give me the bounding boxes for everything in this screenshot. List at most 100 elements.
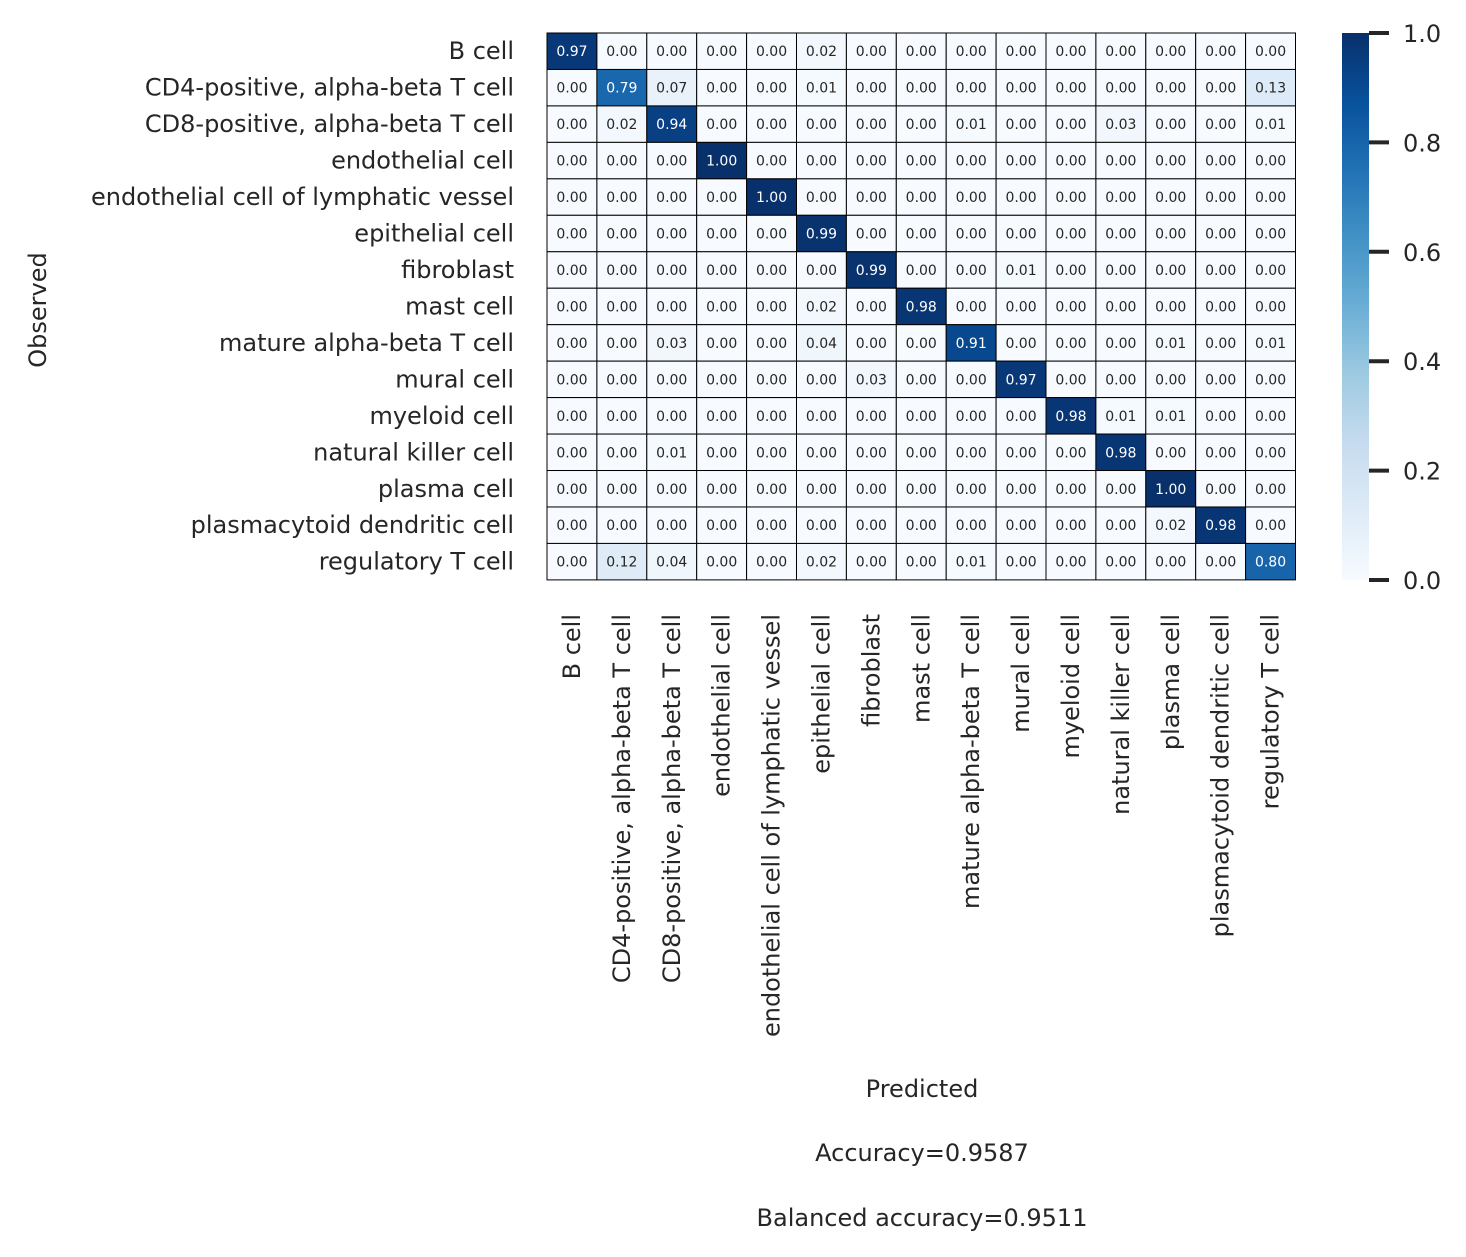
- cell-value-label: 0.00: [906, 409, 937, 425]
- heatmap-cell: [1245, 214, 1296, 253]
- heatmap-cell: [596, 397, 648, 435]
- cell-value-label: 0.00: [556, 555, 587, 571]
- row-tick-label: fibroblast: [401, 256, 514, 284]
- heatmap-cell: [646, 324, 698, 362]
- heatmap-cell: [546, 105, 598, 143]
- cell-value-label: 0.00: [706, 117, 737, 133]
- heatmap-cell: [746, 287, 797, 326]
- heatmap-cell: [1045, 324, 1097, 362]
- column-labels: B cell CD4-positive, alpha-beta T cell CD8…: [558, 614, 1285, 1037]
- heatmap-cell: [1045, 542, 1097, 581]
- cell-value-label: 0.00: [656, 44, 687, 60]
- heatmap-cell: [995, 397, 1047, 435]
- cell-value-label: 0.00: [556, 445, 587, 461]
- heatmap-cell: [995, 141, 1047, 180]
- row-tick-label: plasma cell: [378, 475, 514, 503]
- colorbar-tick-label: 0.6: [1403, 239, 1441, 267]
- cell-value-label: 0.00: [956, 44, 987, 60]
- cell-value-label: 0.00: [956, 518, 987, 534]
- cell-value-label: 0.00: [1055, 227, 1086, 243]
- cell-value-label: 0.00: [606, 409, 637, 425]
- heatmap-cell: [845, 542, 897, 581]
- cell-value-label: 0.00: [1155, 190, 1186, 206]
- heatmap-cell: [796, 542, 847, 581]
- cell-value-label: 0.00: [1255, 518, 1286, 534]
- cell-value-label: 0.00: [656, 227, 687, 243]
- heatmap-cell: [845, 397, 897, 435]
- heatmap-cell: [1145, 542, 1197, 581]
- heatmap-cell: [945, 178, 997, 216]
- cell-value-label: 0.00: [1055, 154, 1086, 170]
- heatmap-cell: [646, 141, 698, 180]
- cell-value-label: 0.00: [556, 336, 587, 352]
- cell-value-label: 0.00: [1005, 445, 1036, 461]
- heatmap-cell: [1145, 433, 1197, 472]
- column-tick-label: plasma cell: [1157, 614, 1185, 750]
- cell-value-label: 0.03: [1105, 117, 1136, 133]
- cell-value-label: 0.00: [856, 336, 887, 352]
- heatmap-cell: [796, 68, 847, 107]
- cell-value-label: 0.00: [1005, 117, 1036, 133]
- heatmap-cell: [546, 68, 598, 107]
- heatmap-cell: [845, 214, 897, 253]
- cell-value-label: 0.03: [656, 336, 687, 352]
- heatmap-cell: [546, 470, 598, 508]
- row-tick-label: CD8-positive, alpha-beta T cell: [145, 110, 514, 138]
- cell-value-label: 0.00: [656, 190, 687, 206]
- cell-value-label: 0.00: [656, 154, 687, 170]
- cell-value-label: 0.00: [656, 299, 687, 315]
- heatmap-cell: [796, 32, 847, 70]
- cell-value-label: 0.00: [1255, 154, 1286, 170]
- cell-value-label: 0.00: [806, 409, 837, 425]
- cell-value-label: 0.00: [1105, 263, 1136, 279]
- cell-value-label: 0.00: [1055, 445, 1086, 461]
- heatmap-cell: [995, 105, 1047, 143]
- heatmap-cell: [895, 542, 947, 581]
- heatmap-cell: [1195, 324, 1247, 362]
- cell-value-label: 0.00: [1155, 555, 1186, 571]
- cell-value-label: 0.00: [1155, 263, 1186, 279]
- cell-value-label: 0.00: [956, 81, 987, 97]
- cell-value-label: 0.01: [806, 81, 837, 97]
- cell-value-label: 0.00: [1055, 81, 1086, 97]
- row-tick-label: endothelial cell of lymphatic vessel: [91, 183, 514, 211]
- heatmap-cell: [546, 32, 598, 70]
- heatmap-cells: 0.97 0.00 0.00 0.00 0.00 0.02 0.00 0.00 0.00 0.00…: [546, 32, 1296, 581]
- cell-value-label: 0.00: [1205, 336, 1236, 352]
- cell-value-label: 0.00: [1155, 81, 1186, 97]
- row-tick-label: mature alpha-beta T cell: [219, 329, 514, 357]
- cell-value-label: 0.98: [906, 299, 937, 315]
- cell-value-label: 0.00: [856, 227, 887, 243]
- heatmap-cell: [796, 251, 847, 289]
- cell-value-label: 0.00: [906, 555, 937, 571]
- heatmap-cell: [1195, 32, 1247, 70]
- row-tick-label: mast cell: [405, 292, 514, 320]
- cell-value-label: 0.00: [1005, 154, 1036, 170]
- cell-value-label: 0.00: [806, 518, 837, 534]
- column-tick-label: mature alpha-beta T cell: [957, 614, 985, 909]
- heatmap-cell: [1195, 68, 1247, 107]
- heatmap-cell: [1245, 506, 1296, 544]
- cell-value-label: 0.00: [906, 154, 937, 170]
- row-tick-label: regulatory T cell: [319, 548, 514, 576]
- cell-value-label: 0.00: [1055, 117, 1086, 133]
- cell-value-label: 0.00: [606, 263, 637, 279]
- cell-value-label: 0.00: [856, 445, 887, 461]
- cell-value-label: 0.00: [656, 409, 687, 425]
- heatmap-cell: [1245, 324, 1296, 362]
- cell-value-label: 0.00: [906, 336, 937, 352]
- cell-value-label: 0.01: [1255, 336, 1286, 352]
- cell-value-label: 0.00: [1005, 227, 1036, 243]
- column-tick-label: fibroblast: [857, 614, 885, 727]
- cell-value-label: 0.00: [556, 227, 587, 243]
- heatmap-cell: [746, 397, 797, 435]
- column-tick-label: endothelial cell of lymphatic vessel: [758, 614, 786, 1037]
- heatmap-cell: [696, 324, 748, 362]
- heatmap-cell: [546, 178, 598, 216]
- heatmap-cell: [845, 287, 897, 326]
- cell-value-label: 0.00: [606, 336, 637, 352]
- cell-value-label: 0.00: [856, 154, 887, 170]
- cell-value-label: 0.79: [606, 81, 637, 97]
- cell-value-label: 0.00: [656, 263, 687, 279]
- row-tick-label: CD4-positive, alpha-beta T cell: [145, 74, 514, 102]
